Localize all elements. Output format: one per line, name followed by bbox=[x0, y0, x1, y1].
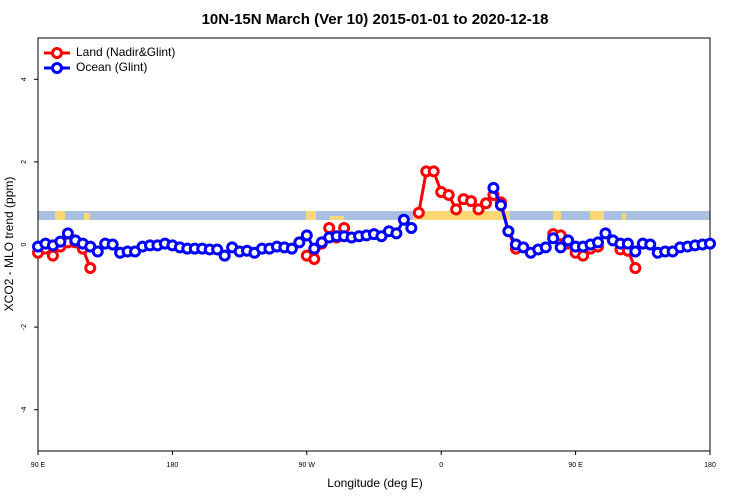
data-point bbox=[494, 199, 507, 212]
data-point bbox=[54, 235, 67, 248]
legend-marker bbox=[51, 62, 63, 74]
data-point bbox=[211, 243, 224, 256]
land-band bbox=[306, 211, 316, 220]
data-point bbox=[592, 236, 604, 249]
x-tick-label: 90 W bbox=[299, 462, 316, 469]
x-tick-label: 90 E bbox=[31, 462, 46, 469]
data-point bbox=[562, 234, 575, 247]
land-band bbox=[590, 211, 604, 220]
ocean-band bbox=[38, 211, 710, 220]
chart-title: 10N-15N March (Ver 10) 2015-01-01 to 202… bbox=[202, 11, 549, 28]
land-band bbox=[330, 216, 344, 220]
land-strip bbox=[38, 211, 710, 220]
data-point bbox=[61, 227, 74, 240]
data-point bbox=[285, 242, 298, 255]
data-point bbox=[502, 225, 515, 238]
data-point bbox=[629, 262, 642, 275]
legend-label: Ocean (Glint) bbox=[76, 60, 147, 74]
y-tick-label: 2 bbox=[21, 160, 28, 164]
data-point bbox=[390, 227, 403, 240]
data-point bbox=[293, 236, 306, 249]
data-point bbox=[308, 242, 321, 255]
data-point bbox=[427, 165, 440, 178]
data-point bbox=[412, 206, 425, 219]
land-band bbox=[55, 211, 65, 220]
y-tick-label: -2 bbox=[21, 324, 28, 330]
x-tick-label: 180 bbox=[704, 462, 716, 469]
data-point bbox=[84, 262, 97, 275]
land-band bbox=[413, 211, 510, 220]
y-tick-label: 4 bbox=[21, 77, 28, 81]
data-point bbox=[323, 221, 336, 234]
x-tick-label: 0 bbox=[439, 462, 443, 469]
data-point bbox=[487, 181, 500, 194]
data-point bbox=[539, 241, 552, 254]
data-point bbox=[308, 252, 321, 265]
legend-label: Land (Nadir&Glint) bbox=[76, 45, 175, 59]
data-point bbox=[480, 197, 492, 210]
data-point bbox=[554, 241, 567, 254]
legend-marker bbox=[51, 47, 63, 59]
data-point bbox=[644, 238, 657, 251]
data-point bbox=[46, 249, 59, 262]
data-point bbox=[629, 245, 642, 258]
data-point bbox=[465, 195, 478, 208]
data-point bbox=[106, 238, 119, 251]
data-point bbox=[517, 241, 530, 254]
data-point bbox=[704, 237, 716, 250]
y-tick-label: -4 bbox=[21, 406, 28, 412]
data-point bbox=[300, 229, 313, 242]
land-band bbox=[622, 213, 626, 220]
land-band bbox=[553, 211, 561, 220]
data-point bbox=[547, 232, 560, 245]
data-point bbox=[621, 237, 634, 250]
data-point bbox=[450, 203, 463, 216]
x-tick-label: 90 E bbox=[568, 462, 583, 469]
data-point bbox=[91, 245, 104, 258]
x-axis-label: Longitude (deg E) bbox=[327, 476, 422, 490]
data-point bbox=[397, 213, 410, 226]
land-band bbox=[84, 213, 90, 220]
data-point bbox=[472, 203, 485, 216]
data-point bbox=[218, 249, 231, 262]
data-point bbox=[442, 188, 455, 201]
x-tick-label: 180 bbox=[167, 462, 179, 469]
data-point bbox=[405, 221, 418, 234]
y-axis-label: XCO2 - MLO trend (ppm) bbox=[2, 177, 16, 312]
y-tick-label: 0 bbox=[21, 242, 28, 246]
data-point bbox=[599, 227, 612, 240]
